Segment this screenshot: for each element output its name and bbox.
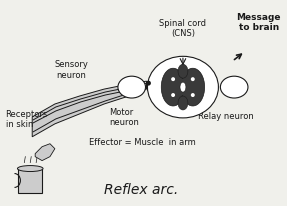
Ellipse shape <box>191 94 195 98</box>
Text: Relay neuron: Relay neuron <box>198 111 253 120</box>
Ellipse shape <box>146 81 151 86</box>
Ellipse shape <box>18 166 43 172</box>
Text: Spinal cord
(CNS): Spinal cord (CNS) <box>160 19 206 38</box>
Ellipse shape <box>171 78 175 82</box>
Polygon shape <box>18 169 42 193</box>
Ellipse shape <box>181 69 205 107</box>
Text: Effector = Muscle  in arm: Effector = Muscle in arm <box>89 137 196 146</box>
Ellipse shape <box>178 97 188 110</box>
Ellipse shape <box>171 94 175 98</box>
Ellipse shape <box>191 78 195 82</box>
Text: Reflex arc.: Reflex arc. <box>104 183 179 196</box>
Text: Message
to brain: Message to brain <box>236 13 281 32</box>
Ellipse shape <box>161 69 185 107</box>
Text: Motor
neuron: Motor neuron <box>109 108 139 127</box>
Text: Receptors
in skin: Receptors in skin <box>6 109 48 129</box>
Polygon shape <box>169 80 197 96</box>
Ellipse shape <box>148 57 218 118</box>
Polygon shape <box>35 144 55 161</box>
Ellipse shape <box>118 77 146 98</box>
Ellipse shape <box>220 77 248 98</box>
Ellipse shape <box>178 65 188 79</box>
Text: Sensory
neuron: Sensory neuron <box>55 60 89 79</box>
Ellipse shape <box>180 83 186 93</box>
Polygon shape <box>32 82 146 137</box>
